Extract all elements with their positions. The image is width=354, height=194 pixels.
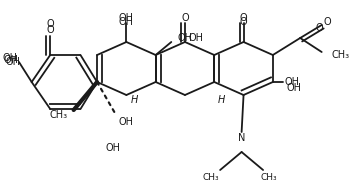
Text: OH: OH bbox=[4, 55, 19, 65]
Text: CH₃: CH₃ bbox=[202, 173, 219, 183]
Text: OH: OH bbox=[2, 53, 17, 63]
Text: CH₃: CH₃ bbox=[331, 50, 349, 60]
Text: O: O bbox=[324, 17, 331, 27]
Text: OH: OH bbox=[6, 57, 21, 67]
Text: O: O bbox=[316, 23, 324, 33]
Text: O: O bbox=[240, 17, 247, 27]
Text: H: H bbox=[130, 95, 138, 105]
Text: OH: OH bbox=[119, 117, 133, 127]
Text: OH: OH bbox=[286, 83, 302, 93]
Text: OH: OH bbox=[188, 33, 203, 43]
Text: N: N bbox=[238, 133, 245, 143]
Text: H: H bbox=[218, 95, 225, 105]
Text: O: O bbox=[46, 25, 54, 35]
Text: OH: OH bbox=[119, 13, 134, 23]
Text: CH₃: CH₃ bbox=[261, 173, 277, 183]
Text: O: O bbox=[181, 13, 189, 23]
Text: O: O bbox=[46, 19, 54, 29]
Text: O: O bbox=[240, 13, 247, 23]
Text: OH: OH bbox=[105, 143, 120, 153]
Text: OH: OH bbox=[285, 77, 299, 87]
Text: OH: OH bbox=[119, 17, 134, 27]
Text: CH₃: CH₃ bbox=[50, 110, 68, 120]
Text: OH: OH bbox=[177, 33, 192, 43]
